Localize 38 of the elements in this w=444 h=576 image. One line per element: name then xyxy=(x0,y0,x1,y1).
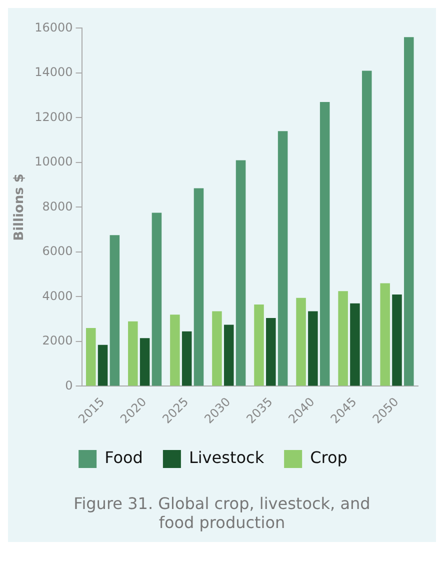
bar xyxy=(140,338,150,386)
bar xyxy=(266,318,276,386)
bar xyxy=(86,328,96,386)
y-axis-title: Billions $ xyxy=(12,174,28,241)
bar xyxy=(152,212,162,386)
bar xyxy=(350,303,360,386)
legend-label: Livestock xyxy=(188,448,265,468)
bar xyxy=(128,321,138,386)
bar xyxy=(110,235,120,386)
legend-label: Crop xyxy=(310,448,348,468)
y-tick-label: 4000 xyxy=(42,288,73,303)
caption: Figure 31. Global crop, livestock, and food production xyxy=(72,494,372,532)
bar xyxy=(392,294,402,386)
bar xyxy=(254,304,264,386)
y-tick-label: 12000 xyxy=(34,110,73,124)
bar xyxy=(212,311,222,386)
bar xyxy=(296,298,306,386)
bar xyxy=(170,314,180,386)
bar xyxy=(362,70,372,386)
bar xyxy=(194,188,204,386)
y-tick-label: 16000 xyxy=(34,20,73,34)
bar xyxy=(182,331,192,386)
bar xyxy=(338,291,348,386)
y-tick-label: 14000 xyxy=(34,65,73,80)
y-tick-label: 6000 xyxy=(42,244,73,258)
bar xyxy=(98,344,108,386)
bar xyxy=(308,311,318,386)
y-tick-label: 10000 xyxy=(34,154,73,169)
bar xyxy=(380,283,390,386)
legend-label: Food xyxy=(104,448,143,468)
y-tick-label: 2000 xyxy=(42,334,73,348)
bar xyxy=(224,324,234,386)
y-tick-label: 8000 xyxy=(42,199,73,214)
bar xyxy=(320,102,330,386)
bar xyxy=(236,160,246,386)
y-tick-label: 0 xyxy=(65,378,73,392)
bar xyxy=(404,37,414,386)
bar xyxy=(278,131,288,386)
